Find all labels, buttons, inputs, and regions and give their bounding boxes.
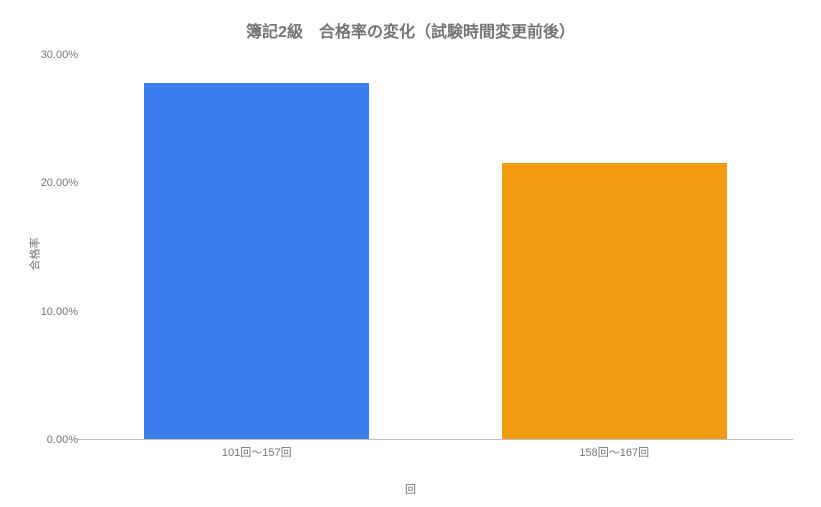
x-tick-label: 101回～157回 (78, 444, 436, 460)
y-tick-label: 0.00% (34, 434, 78, 446)
plot-area (78, 55, 793, 440)
bar-0 (144, 83, 369, 440)
bar-1 (502, 163, 727, 440)
bar-slot (78, 55, 436, 440)
bar-slot (436, 55, 794, 440)
x-axis-ticks: 101回～157回 158回～167回 (78, 444, 793, 460)
bars-container (78, 55, 793, 440)
y-tick-label: 30.00% (34, 49, 78, 61)
x-tick-label: 158回～167回 (436, 444, 794, 460)
x-axis-label: 回 (405, 481, 416, 497)
chart-title: 簿記2級 合格率の変化（試験時間変更前後） (0, 0, 821, 42)
y-axis-ticks: 30.00% 20.00% 10.00% 0.00% (34, 55, 78, 440)
x-axis-baseline (78, 439, 793, 440)
y-tick-label: 10.00% (34, 306, 78, 318)
y-tick-label: 20.00% (34, 177, 78, 189)
